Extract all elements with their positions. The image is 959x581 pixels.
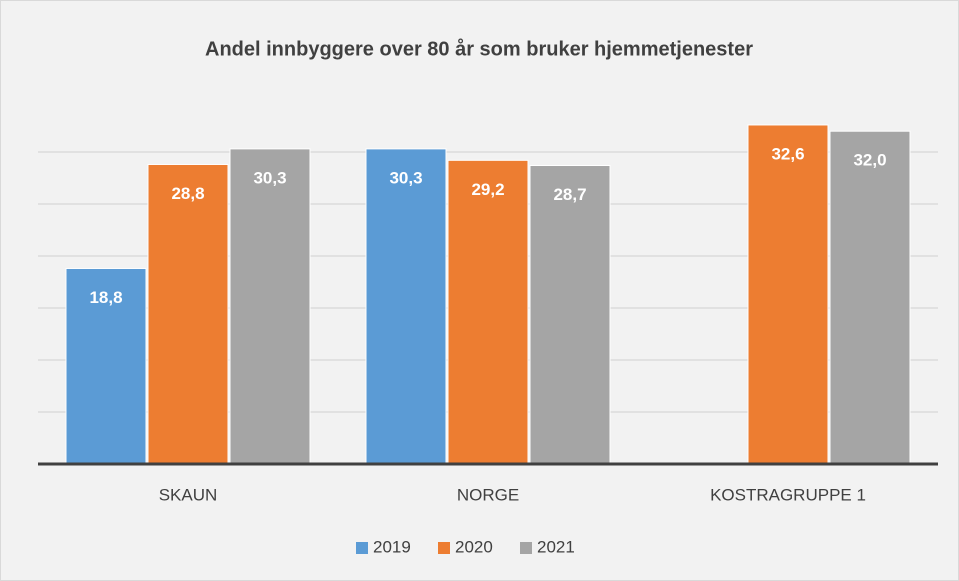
x-tick-label: SKAUN: [159, 485, 218, 504]
bar: [829, 130, 911, 465]
x-tick-label: NORGE: [457, 485, 519, 504]
legend-swatch: [356, 542, 368, 554]
value-label: 28,7: [553, 185, 586, 204]
legend-swatch: [438, 542, 450, 554]
bar: [447, 159, 529, 465]
bar: [65, 267, 147, 465]
legend-label: 2020: [455, 537, 493, 556]
chart-title: Andel innbyggere over 80 år som bruker h…: [205, 37, 753, 60]
bar: [529, 165, 611, 465]
value-label: 18,8: [89, 288, 122, 307]
bar: [229, 148, 311, 465]
legend-label: 2021: [537, 537, 575, 556]
bar: [365, 148, 447, 465]
legend-label: 2019: [373, 537, 411, 556]
value-label: 32,0: [853, 151, 886, 170]
bar: [747, 124, 829, 465]
value-label: 29,2: [471, 180, 504, 199]
value-label: 28,8: [171, 184, 204, 203]
bar: [147, 163, 229, 465]
legend-swatch: [520, 542, 532, 554]
value-label: 32,6: [771, 144, 804, 163]
x-tick-label: KOSTRAGRUPPE 1: [710, 485, 866, 504]
value-label: 30,3: [253, 168, 286, 187]
value-label: 30,3: [389, 168, 422, 187]
